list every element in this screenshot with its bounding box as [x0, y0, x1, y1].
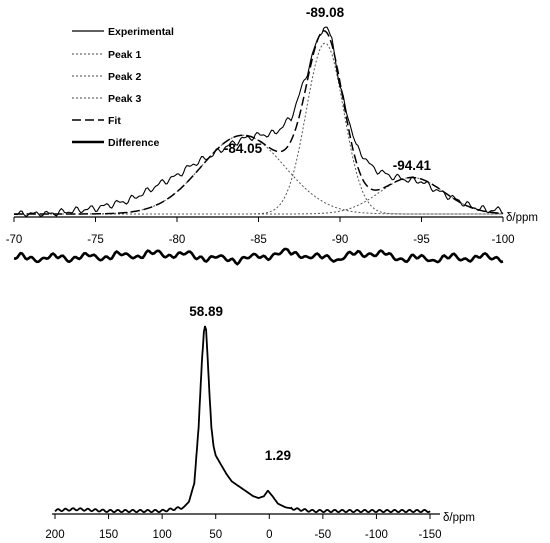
- series-experimental: [13, 26, 504, 217]
- peak-label: -84.05: [224, 141, 263, 156]
- top-tick-label: -70: [6, 234, 23, 246]
- legend-label-peak1: Peak 1: [108, 49, 141, 61]
- top-plot-area: -84.05 -89.08 -94.41: [13, 5, 504, 266]
- top-tick-label: -100: [491, 234, 514, 246]
- bottom-tick-label: -150: [418, 529, 441, 541]
- legend-label-fit: Fit: [108, 115, 121, 127]
- top-tick-label: -90: [332, 234, 349, 246]
- peak-label: -89.08: [306, 5, 345, 20]
- top-x-ticks: -70 -75 -80 -85 -90 -95 -100: [6, 217, 515, 246]
- peak-label: 1.29: [265, 448, 291, 463]
- legend-label-peak2: Peak 2: [108, 71, 141, 83]
- peak-label: 58.89: [189, 304, 223, 319]
- top-tick-label: -80: [169, 234, 186, 246]
- bottom-tick-label: 100: [153, 529, 172, 541]
- series-fit: [14, 30, 504, 215]
- bottom-tick-label: 200: [45, 529, 64, 541]
- bottom-chart: 58.89 1.29 200 150 100 50 0 -50 -100 -150 δ/ppm: [45, 304, 475, 541]
- bottom-tick-label: -50: [315, 529, 332, 541]
- series-difference: [13, 247, 504, 266]
- top-chart: Experimental Peak 1 Peak 2 Peak 3 Fit Di…: [6, 5, 538, 266]
- bottom-x-axis-label: δ/ppm: [443, 512, 475, 524]
- legend-label-peak3: Peak 3: [108, 93, 141, 105]
- series-peak-3: [14, 176, 504, 215]
- bottom-tick-label: 0: [266, 529, 272, 541]
- legend-label-difference: Difference: [108, 137, 160, 149]
- top-tick-label: -75: [87, 234, 104, 246]
- bottom-x-ticks: 200 150 100 50 0 -50 -100 -150: [45, 514, 442, 541]
- bottom-tick-label: -100: [365, 529, 388, 541]
- top-x-axis-label: δ/ppm: [506, 212, 538, 224]
- top-tick-label: -85: [250, 234, 267, 246]
- legend-label-experimental: Experimental: [108, 26, 174, 38]
- peak-label: -94.41: [393, 158, 432, 173]
- series-peak-2: [14, 42, 503, 215]
- top-tick-label: -95: [413, 234, 430, 246]
- bottom-tick-label: 50: [209, 529, 222, 541]
- series-spectrum: [54, 325, 431, 514]
- legend: Experimental Peak 1 Peak 2 Peak 3 Fit Di…: [72, 26, 174, 149]
- bottom-plot-area: 58.89 1.29: [54, 304, 431, 514]
- bottom-tick-label: 150: [99, 529, 118, 541]
